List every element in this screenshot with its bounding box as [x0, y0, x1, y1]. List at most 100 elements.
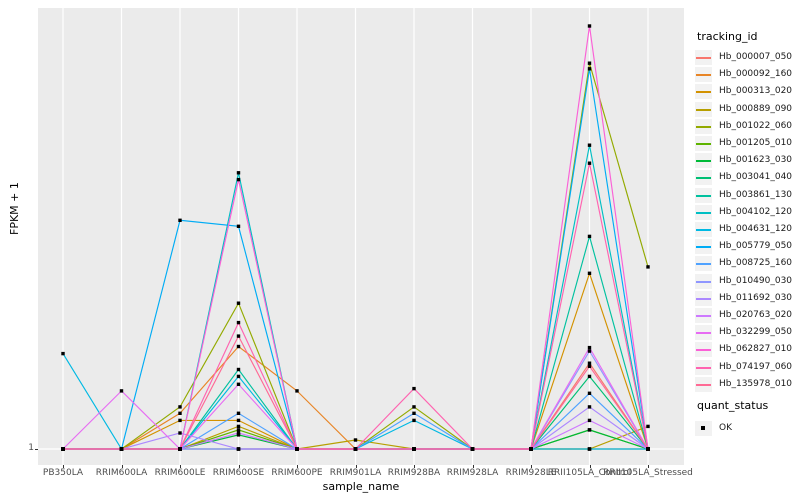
data-point — [178, 447, 182, 451]
data-point — [587, 67, 592, 71]
legend-line-icon — [696, 125, 711, 128]
data-point — [178, 411, 182, 415]
legend-line-icon — [696, 383, 711, 386]
x-tick-mark — [589, 465, 591, 468]
x-tick-mark — [414, 465, 415, 468]
data-point — [646, 265, 650, 269]
data-point — [412, 447, 416, 451]
legend-key-swatch — [695, 118, 712, 134]
legend-key-swatch — [695, 136, 712, 151]
data-point — [236, 374, 241, 379]
data-point — [587, 361, 592, 365]
legend-key-swatch — [695, 222, 712, 237]
x-tick-mark — [648, 465, 649, 468]
legend-row-Hb_010490_030: Hb_010490_030 — [695, 273, 799, 290]
legend-key-swatch — [695, 325, 712, 341]
legend-row-Hb_001623_030: Hb_001623_030 — [695, 152, 799, 169]
legend-label: Hb_074197_060 — [719, 361, 793, 372]
x-tick-label: RRIM600LE — [154, 468, 206, 478]
data-point — [236, 301, 241, 305]
legend-label: Hb_004102_120 — [719, 206, 793, 217]
legend-line-icon — [696, 143, 711, 145]
legend-label: Hb_001022_060 — [719, 120, 793, 131]
legend-label: Hb_000889_090 — [719, 103, 793, 114]
data-point — [470, 447, 475, 451]
legend-key-swatch — [695, 101, 712, 117]
data-point — [587, 447, 592, 451]
data-point — [236, 447, 241, 451]
legend-row-Hb_011692_030: Hb_011692_030 — [695, 290, 799, 307]
legend-line-icon — [696, 108, 711, 111]
x-tick-label: RRIM928LA — [446, 468, 499, 478]
legend-label: Hb_008725_160 — [719, 258, 793, 269]
legend-label: Hb_004631_120 — [719, 224, 793, 234]
legend-line-icon — [696, 74, 711, 77]
legend-line-icon — [696, 315, 711, 317]
data-point — [236, 433, 241, 437]
data-point — [412, 405, 416, 409]
data-point — [236, 224, 241, 228]
x-tick-mark — [238, 465, 240, 468]
legend-key-swatch — [695, 290, 712, 306]
x-tick-label: RRIM600PE — [271, 468, 323, 478]
legend-row-Hb_032299_050: Hb_032299_050 — [695, 324, 799, 341]
legend-title-tracking-id: tracking_id — [697, 30, 758, 43]
data-point — [178, 431, 182, 435]
data-point — [236, 411, 241, 415]
data-point — [587, 391, 592, 395]
data-point — [61, 351, 65, 356]
data-point — [236, 367, 241, 372]
x-tick-label: RRIM600SE — [212, 468, 265, 478]
legend-row-Hb_000007_050: Hb_000007_050 — [695, 49, 799, 66]
legend-row-Hb_003861_130: Hb_003861_130 — [695, 187, 799, 204]
legend-label: Hb_001205_010 — [719, 138, 793, 148]
legend-row-Hb_020763_020: Hb_020763_020 — [695, 307, 799, 324]
legend-key-swatch — [695, 50, 712, 65]
legend-key-swatch — [695, 376, 712, 392]
legend-line-icon — [696, 297, 711, 300]
legend-row-quant-ok: OK — [695, 420, 799, 437]
x-tick-label: RRII105LA_Stressed — [603, 468, 693, 478]
data-point — [295, 447, 299, 451]
legend-title-quant-status: quant_status — [697, 399, 769, 412]
legend-line-icon — [696, 332, 711, 335]
legend-key-swatch — [695, 359, 712, 375]
legend-label: Hb_062827_010 — [719, 344, 793, 355]
data-point — [295, 389, 299, 393]
x-tick-mark — [355, 465, 357, 468]
x-tick-label: RRIM928BA — [387, 468, 441, 478]
legend-row-Hb_008725_160: Hb_008725_160 — [695, 255, 799, 272]
x-tick-label: PB350LA — [42, 468, 84, 478]
legend-row-Hb_074197_060: Hb_074197_060 — [695, 359, 799, 376]
data-point — [587, 405, 592, 409]
data-point — [178, 218, 182, 222]
data-point — [587, 428, 592, 432]
y-tick-mark — [35, 449, 38, 450]
legend-row-Hb_005779_050: Hb_005779_050 — [695, 238, 799, 255]
data-point — [236, 320, 241, 325]
data-point — [178, 405, 182, 409]
legend-key-swatch — [695, 273, 712, 289]
legend-label: Hb_003041_040 — [719, 172, 793, 183]
x-tick-mark — [472, 465, 474, 468]
data-point — [646, 447, 650, 451]
legend-line-icon — [696, 246, 711, 249]
y-axis-title: FPKM + 1 — [8, 182, 21, 235]
legend-line-icon — [696, 280, 711, 283]
legend-key-swatch — [695, 204, 712, 220]
data-point — [236, 334, 241, 338]
x-tick-label: RRII105LA_Control — [547, 468, 632, 478]
x-tick-label: RRIM928LE — [505, 468, 557, 478]
legend-key-swatch — [695, 342, 712, 358]
legend-key-swatch — [695, 153, 712, 169]
legend: tracking_id Hb_000007_050 Hb_000092_160 Hb… — [694, 0, 800, 500]
x-axis-title: sample_name — [322, 480, 400, 493]
data-point — [412, 386, 416, 391]
legend-key-swatch — [695, 187, 712, 203]
legend-line-icon — [696, 366, 711, 369]
x-tick-mark — [180, 465, 181, 468]
legend-line-icon — [696, 349, 711, 352]
legend-label: Hb_011692_030 — [719, 292, 793, 303]
legend-label: Hb_000007_050 — [719, 52, 793, 62]
